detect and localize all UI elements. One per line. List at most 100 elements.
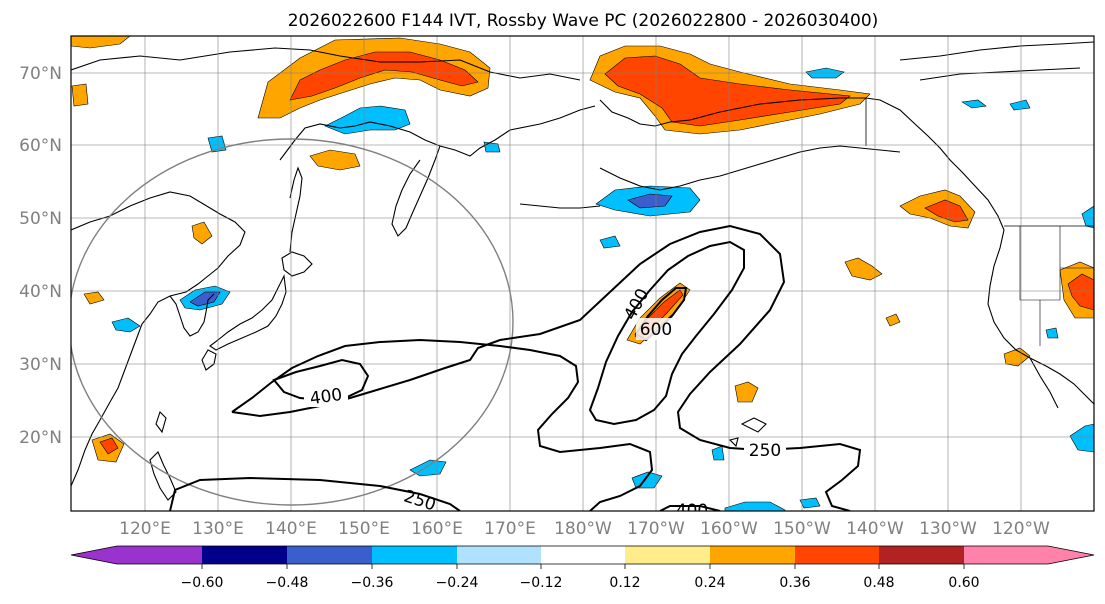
lon-label: 150°W: [773, 519, 831, 539]
coastline-na-west: [987, 229, 1094, 405]
contour-labels: 400 400 600 250 250 400: [304, 285, 786, 521]
colorbar-tick-label: 0.24: [694, 575, 725, 591]
coastline-honshu: [209, 274, 287, 351]
contour-250-main: [231, 224, 862, 511]
contour-400-south: [659, 505, 721, 511]
colorbar-outline: [70, 545, 1095, 565]
map-panel: 400 400 600 250 250 400: [71, 36, 1094, 521]
ivt-anomaly-bering-core: [604, 55, 851, 127]
colorbar-segment: [964, 546, 1048, 564]
lon-label: 170°E: [484, 519, 536, 539]
lat-label: 70°N: [19, 64, 62, 84]
contour-label-400-south: 400: [676, 501, 708, 521]
coastline-korea: [169, 293, 215, 337]
lon-label: 130°E: [192, 519, 244, 539]
contour-400-mid: [588, 240, 745, 426]
ivt-anomaly-neg-westmid: [111, 317, 141, 333]
ivt-anomaly-neg-small-c: [483, 141, 501, 153]
coastline-alaska-south: [599, 145, 901, 191]
colorbar-segment: [202, 546, 287, 564]
coastlines: [71, 41, 1094, 501]
colorbar-segment: [795, 546, 879, 564]
ivt-anomaly-west-b: [71, 83, 89, 107]
colorbar-extend-min: [71, 546, 117, 564]
colorbar-tick-label: 0.48: [863, 575, 894, 591]
colorbar-segment: [879, 546, 964, 564]
colorbar-segment: [457, 546, 541, 564]
lon-label: 160°W: [700, 519, 758, 539]
ivt-anomaly-california-core: [1067, 273, 1094, 311]
lon-label: 130°W: [919, 519, 977, 539]
border-us-states: [1019, 226, 1094, 346]
lon-label: 170°W: [627, 519, 685, 539]
lon-label: 140°E: [265, 519, 317, 539]
lat-label: 30°N: [19, 355, 62, 375]
colorbar-tick-label: −0.12: [520, 575, 563, 591]
colorbar-segment: [287, 546, 372, 564]
coastline-east-asia: [71, 191, 246, 487]
contour-400-west: [272, 358, 370, 402]
colorbar-tick-label: −0.36: [351, 575, 394, 591]
colorbar-segment: [541, 546, 625, 564]
ivt-anomaly-neg-east-b: [1081, 205, 1094, 229]
colorbar-tick-label: −0.48: [266, 575, 309, 591]
lat-label: 50°N: [19, 209, 62, 229]
latitude-labels: 70°N 60°N 50°N 40°N 30°N 20°N: [19, 64, 62, 448]
colorbar-ticks: [201, 564, 965, 569]
contour-250-south: [169, 476, 461, 511]
coastline-kamchatka: [391, 145, 441, 237]
lon-label: 160°E: [411, 519, 463, 539]
ivt-anomaly-siberia-core: [289, 51, 479, 101]
ivt-anomaly-neg-small-a: [599, 235, 621, 249]
lat-label: 60°N: [19, 136, 62, 156]
region-circle: [71, 138, 514, 506]
ivt-anomaly-gulf: [1003, 347, 1031, 367]
colorbar-segment: [372, 546, 457, 564]
colorbar-tick-label: −0.24: [436, 575, 479, 591]
map-frame: [70, 35, 1095, 512]
lon-label: 140°W: [846, 519, 904, 539]
coastline-hawaii: [728, 417, 767, 448]
ivt-anomaly-neg-small-d: [711, 445, 725, 461]
ivt-anomaly-west-c: [191, 221, 213, 245]
ivt-anomaly-bc-coast-core: [924, 199, 969, 223]
lon-label: 150°E: [338, 519, 390, 539]
lon-label: 180°W: [554, 519, 612, 539]
ivt-anomaly-subtropic-a: [734, 381, 759, 403]
coastline-taiwan: [155, 410, 167, 434]
ivt-anomaly-neg-small-e: [799, 497, 821, 509]
coastline-okhotsk: [279, 105, 596, 161]
colorbar-tick-label: 0.36: [779, 575, 810, 591]
ivt-positive-shading: [71, 36, 1094, 463]
contour-label-250-east: 250: [749, 441, 781, 461]
coastline-baja: [1029, 357, 1059, 409]
colorbar-tick-label: 0.60: [948, 575, 979, 591]
ivt-anomaly-neg-south: [724, 501, 786, 511]
lat-label: 40°N: [19, 282, 62, 302]
coastline-kyushu: [201, 349, 217, 371]
ivt-anomaly-west-d: [83, 291, 105, 305]
colorbar-tick-label: 0.12: [609, 575, 640, 591]
contour-label-400-west: 400: [309, 385, 344, 409]
ivt-anomaly-kamchatka: [309, 149, 361, 171]
coastline-aleutians: [519, 203, 601, 209]
colorbar-segment: [117, 546, 202, 564]
colorbar-tick-label: −0.60: [181, 575, 224, 591]
coastline-arctic-canada: [899, 41, 1094, 81]
lon-label: 120°E: [119, 519, 171, 539]
ivt-anomaly-small-a: [885, 313, 901, 327]
longitude-labels: 120°E 130°E 140°E 150°E 160°E 170°E 180°…: [119, 519, 1050, 539]
ivt-anomaly-neg-south-b: [631, 471, 663, 489]
colorbar-segment: [625, 546, 710, 564]
gridlines: [71, 36, 1094, 511]
ivt-anomaly-neg-east: [1069, 423, 1094, 453]
lat-label: 20°N: [19, 428, 62, 448]
coastline-sakhalin: [289, 166, 303, 253]
lon-label: 120°W: [992, 519, 1050, 539]
ivt-anomaly-neg-aleutian-core: [627, 193, 673, 209]
figure-title: 2026022600 F144 IVT, Rossby Wave PC (202…: [288, 11, 879, 31]
ivt-anomaly-neg-canada: [961, 99, 987, 109]
ivt-anomaly-topleft: [71, 36, 131, 49]
contour-label-600: 600: [640, 320, 672, 340]
coastline-philippines: [149, 451, 177, 501]
